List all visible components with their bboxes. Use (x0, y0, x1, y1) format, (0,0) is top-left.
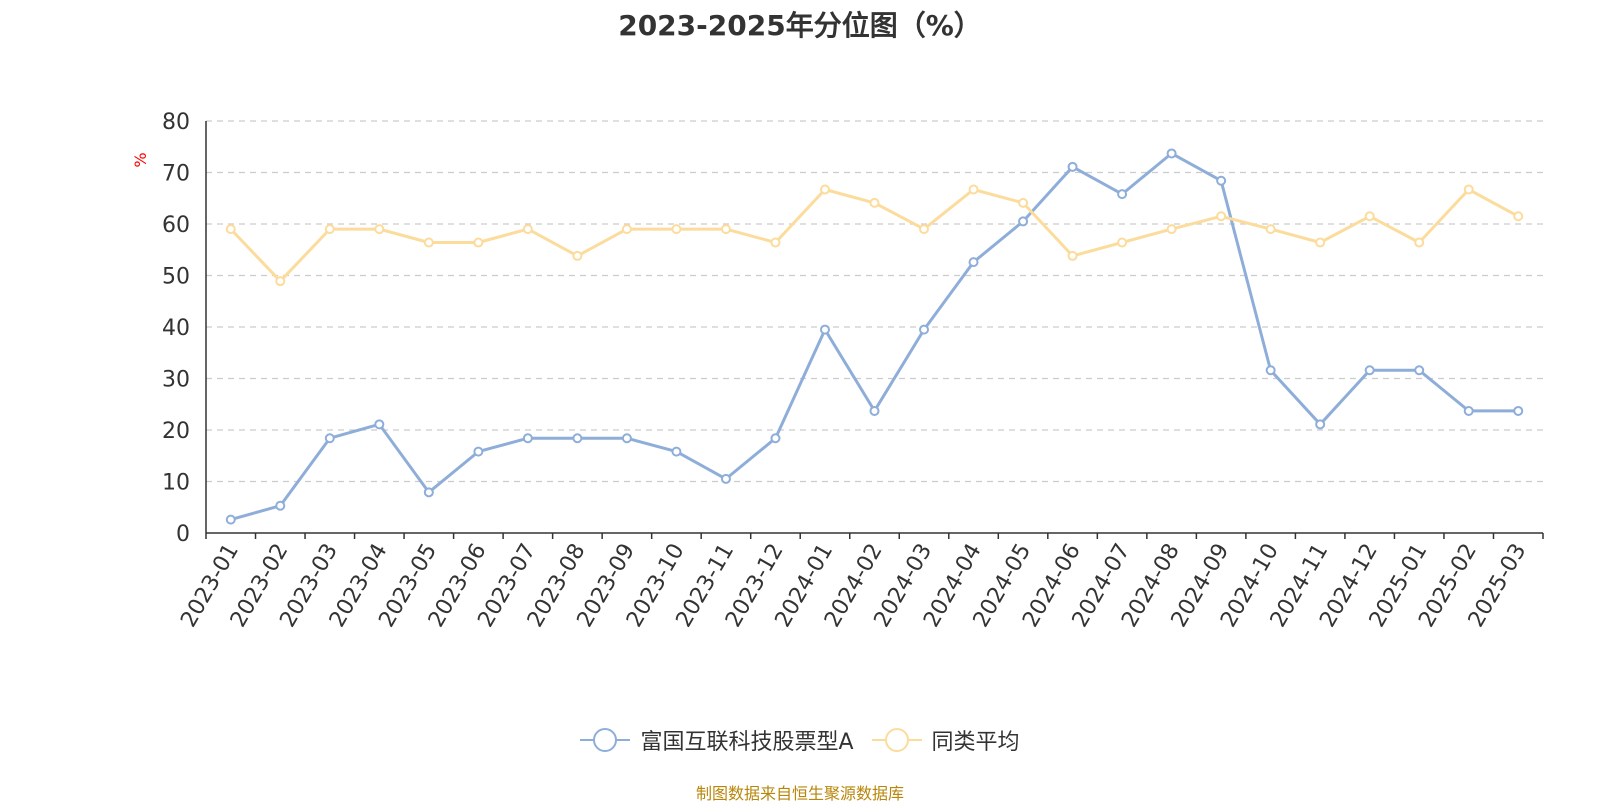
data-point[interactable] (671, 224, 682, 235)
data-point[interactable] (1463, 184, 1474, 195)
data-point[interactable] (1513, 211, 1524, 222)
y-tick-label: 30 (162, 368, 190, 393)
data-point[interactable] (869, 197, 880, 208)
data-point[interactable] (275, 276, 286, 287)
data-point[interactable] (522, 224, 533, 235)
y-tick-label: 10 (162, 471, 190, 496)
data-point[interactable] (225, 514, 236, 525)
y-tick-label: 50 (162, 265, 190, 290)
data-point[interactable] (720, 473, 731, 484)
data-point[interactable] (1018, 197, 1029, 208)
data-point[interactable] (324, 433, 335, 444)
data-point[interactable] (572, 433, 583, 444)
legend-item-0[interactable]: 富国互联科技股票型A (580, 724, 854, 756)
data-point[interactable] (869, 405, 880, 416)
axes: 010203040506070802023-012023-022023-0320… (162, 110, 1544, 632)
legend: 富国互联科技股票型A 同类平均 (0, 724, 1600, 756)
chart-title: 2023-2025年分位图（%） (618, 9, 982, 42)
data-point[interactable] (1216, 211, 1227, 222)
data-point[interactable] (1414, 237, 1425, 248)
data-point[interactable] (423, 237, 434, 248)
y-tick-label: 20 (162, 419, 190, 444)
data-point[interactable] (1166, 148, 1177, 159)
data-point[interactable] (275, 500, 286, 511)
legend-label: 富国互联科技股票型A (640, 730, 854, 755)
data-point[interactable] (1166, 224, 1177, 235)
data-point[interactable] (968, 257, 979, 268)
data-point[interactable] (1315, 419, 1326, 430)
data-point[interactable] (522, 433, 533, 444)
data-point[interactable] (621, 433, 632, 444)
data-point[interactable] (1067, 161, 1078, 172)
data-point[interactable] (770, 237, 781, 248)
data-point[interactable] (1117, 189, 1128, 200)
data-point[interactable] (621, 224, 632, 235)
y-tick-label: 40 (162, 316, 190, 341)
y-axis-label: % (131, 152, 150, 167)
data-point[interactable] (572, 250, 583, 261)
data-point[interactable] (1414, 365, 1425, 376)
data-point[interactable] (225, 224, 236, 235)
source-note: 制图数据来自恒生聚源数据库 (695, 784, 904, 803)
data-point[interactable] (1513, 405, 1524, 416)
y-tick-label: 70 (162, 162, 190, 187)
data-point[interactable] (1315, 237, 1326, 248)
data-point[interactable] (671, 446, 682, 457)
data-point[interactable] (1067, 250, 1078, 261)
data-point[interactable] (374, 419, 385, 430)
data-point[interactable] (1364, 211, 1375, 222)
data-point[interactable] (1265, 365, 1276, 376)
data-point[interactable] (919, 324, 930, 335)
data-point[interactable] (1117, 237, 1128, 248)
series-lines (229, 151, 1519, 522)
data-point[interactable] (1018, 216, 1029, 227)
data-point[interactable] (770, 433, 781, 444)
y-tick-label: 60 (162, 213, 190, 238)
data-point[interactable] (374, 224, 385, 235)
data-point[interactable] (1216, 175, 1227, 186)
series-points (225, 148, 1524, 525)
legend-marker-icon (871, 728, 922, 752)
data-point[interactable] (324, 224, 335, 235)
data-point[interactable] (919, 224, 930, 235)
data-point[interactable] (473, 446, 484, 457)
y-tick-label: 0 (176, 522, 190, 547)
legend-item-1[interactable]: 同类平均 (871, 724, 1020, 756)
line-chart: 010203040506070802023-012023-022023-0320… (131, 110, 1544, 632)
y-tick-label: 80 (162, 110, 190, 135)
legend-label: 同类平均 (931, 730, 1020, 755)
data-point[interactable] (1265, 224, 1276, 235)
data-point[interactable] (968, 184, 979, 195)
data-point[interactable] (819, 184, 830, 195)
data-point[interactable] (819, 324, 830, 335)
data-point[interactable] (720, 224, 731, 235)
data-point[interactable] (1463, 405, 1474, 416)
data-point[interactable] (1364, 365, 1375, 376)
data-point[interactable] (423, 487, 434, 498)
grid-lines (206, 120, 1543, 483)
series-line-0 (230, 151, 1519, 522)
data-point[interactable] (473, 237, 484, 248)
legend-marker-icon (580, 728, 631, 752)
